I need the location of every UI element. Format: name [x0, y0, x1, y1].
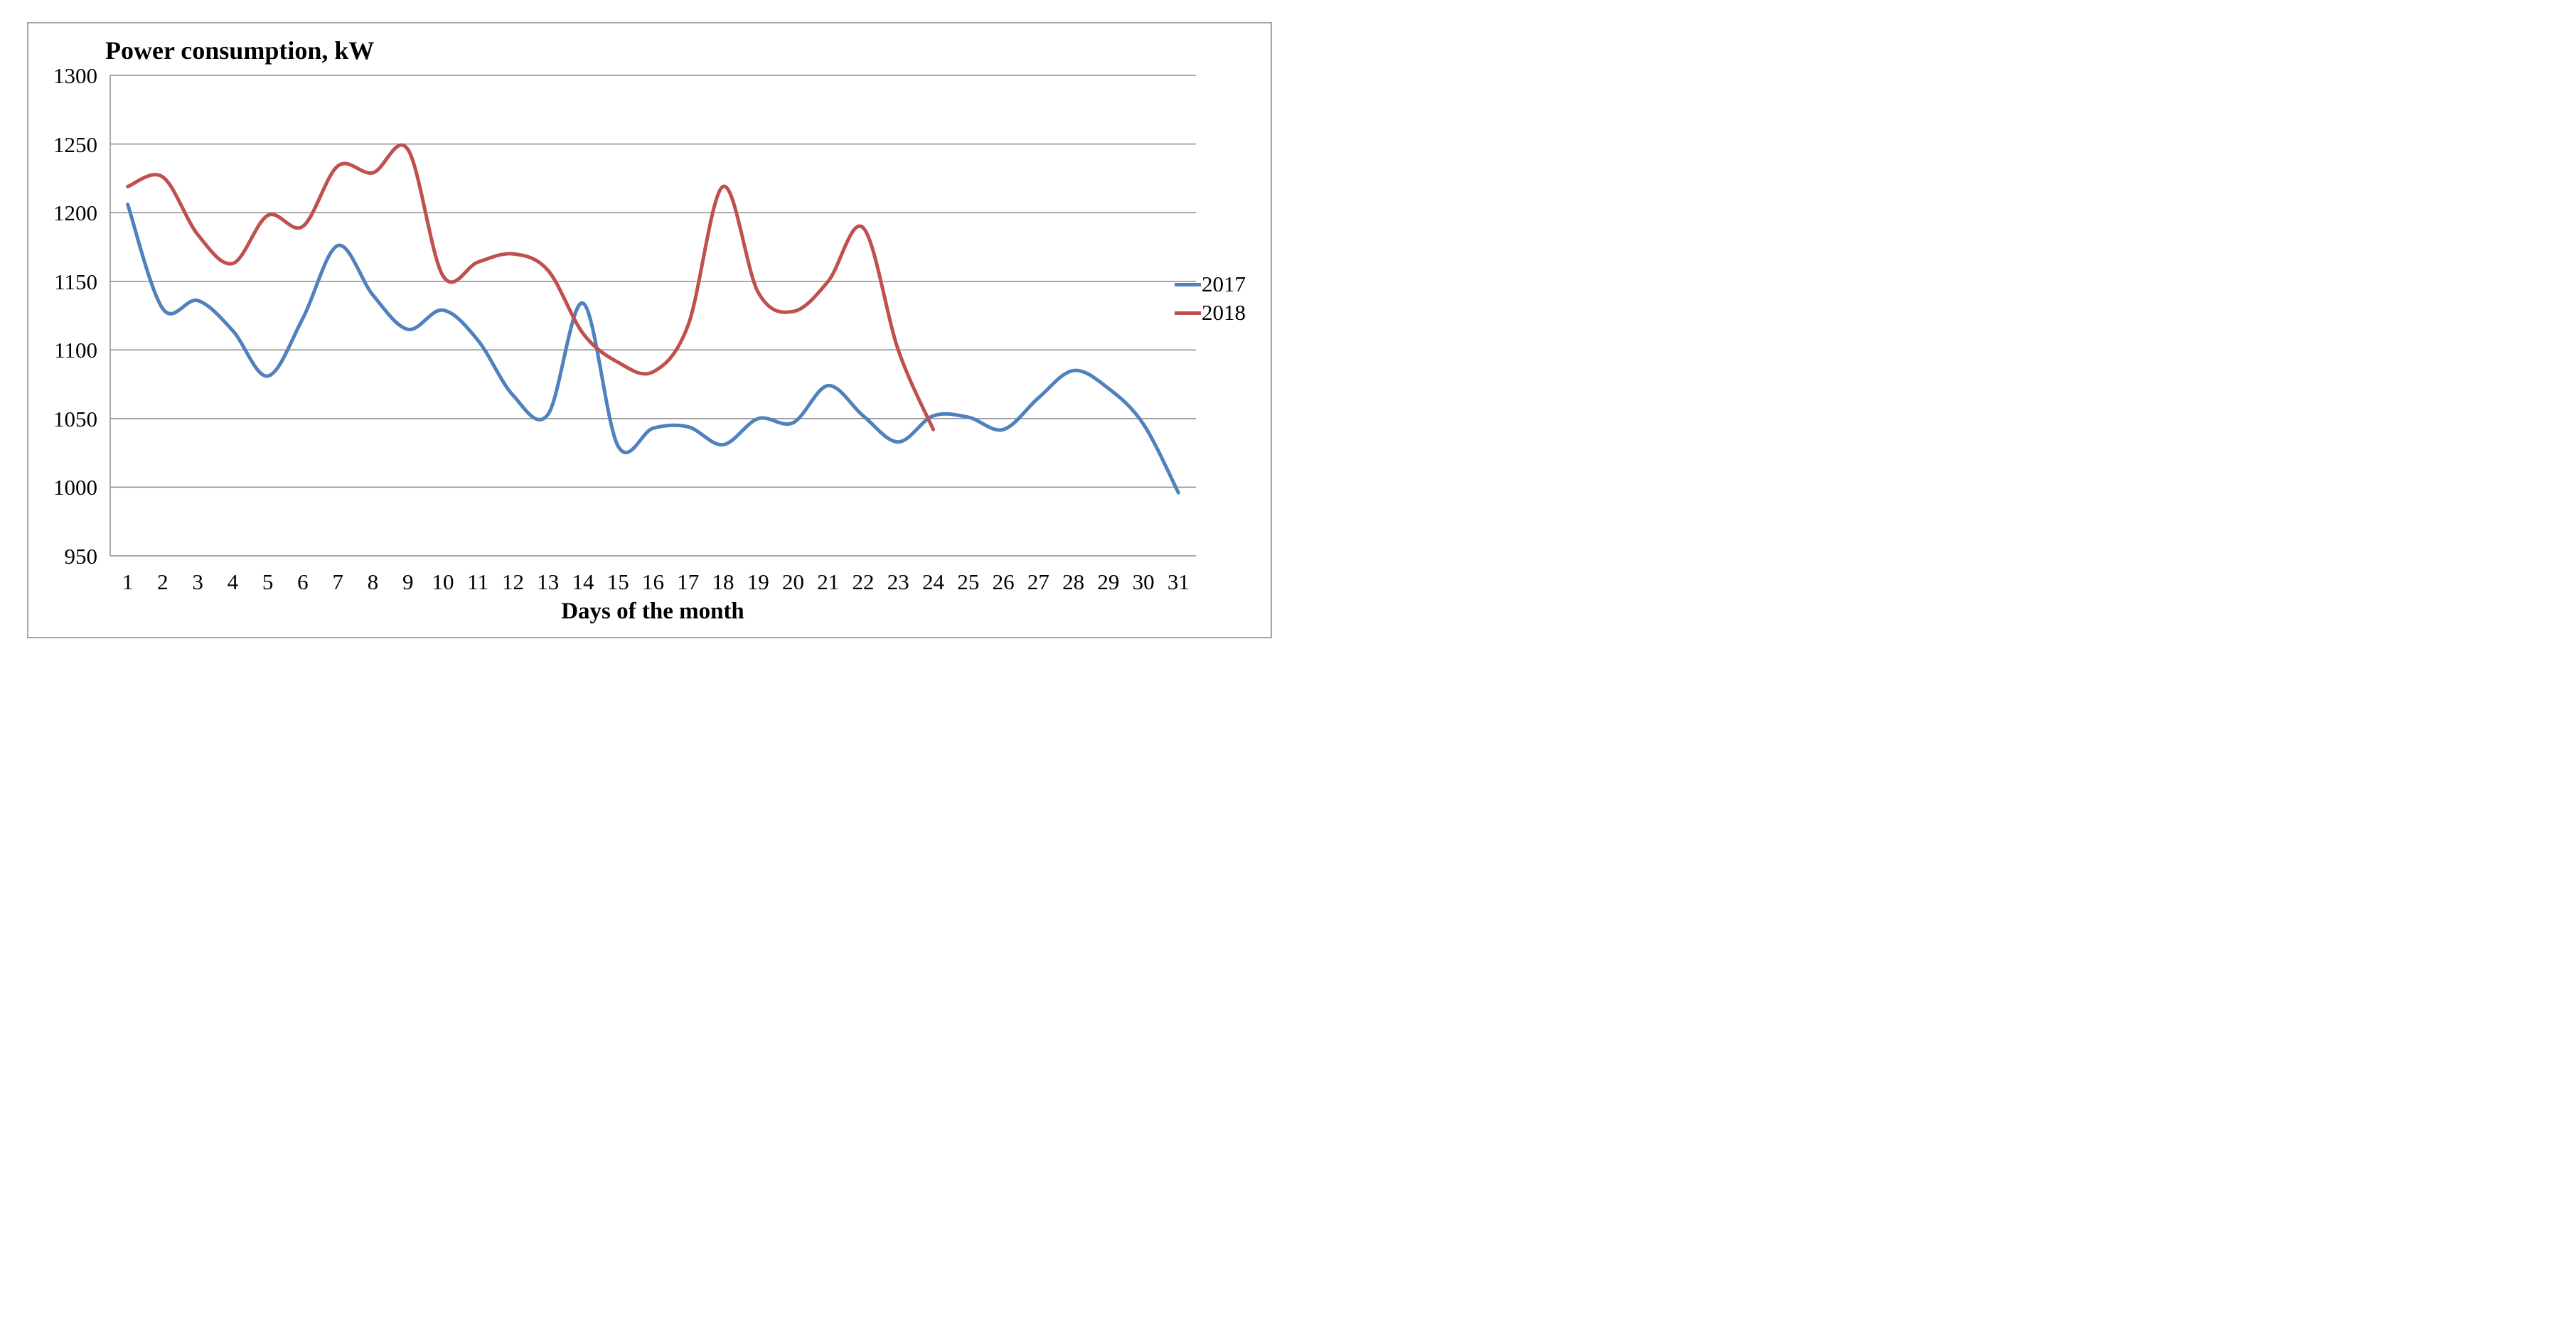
x-tick-label: 7: [332, 569, 343, 594]
x-tick-label: 28: [1062, 569, 1085, 594]
legend-item-2018: 2018: [1175, 299, 1246, 327]
x-tick-label: 26: [992, 569, 1015, 594]
x-tick-label: 22: [852, 569, 875, 594]
x-tick-label: 14: [572, 569, 594, 594]
x-tick-label: 29: [1097, 569, 1120, 594]
x-tick-label: 10: [432, 569, 454, 594]
x-tick-label: 9: [402, 569, 414, 594]
y-tick-label: 1050: [53, 406, 97, 431]
y-tick-label: 1150: [54, 269, 97, 294]
y-tick-label: 1250: [53, 132, 97, 157]
x-tick-label: 18: [712, 569, 734, 594]
series-line-2018: [126, 143, 936, 431]
legend-label-2018: 2018: [1202, 300, 1246, 325]
x-tick-label: 21: [817, 569, 840, 594]
series-line-2017: [126, 203, 1180, 495]
x-tick-label: 19: [747, 569, 769, 594]
x-tick-label: 4: [227, 569, 239, 594]
x-tick-label: 16: [642, 569, 664, 594]
x-tick-label: 31: [1167, 569, 1190, 594]
x-tick-label: 24: [922, 569, 945, 594]
x-tick-label: 13: [537, 569, 560, 594]
x-tick-label: 11: [467, 569, 489, 594]
x-tick-label: 17: [677, 569, 700, 594]
x-tick-label: 3: [192, 569, 203, 594]
y-tick-label: 1100: [54, 338, 97, 363]
y-tick-label: 1000: [53, 475, 97, 500]
chart-title: Power consumption, kW: [105, 36, 375, 65]
legend: 2017 2018: [1175, 270, 1246, 327]
y-tick-label: 1200: [53, 200, 97, 226]
x-tick-label: 23: [887, 569, 909, 594]
plot-area: [109, 75, 1196, 557]
x-tick-label: 25: [957, 569, 980, 594]
x-tick-label: 8: [367, 569, 379, 594]
y-tick-label: 1300: [53, 63, 97, 88]
x-tick-label: 12: [501, 569, 524, 594]
x-tick-label: 30: [1132, 569, 1155, 594]
y-tick-label: 950: [64, 544, 98, 569]
legend-label-2017: 2017: [1202, 272, 1246, 296]
chart-figure: Power consumption, kW Days of the month …: [0, 0, 1288, 660]
x-tick-label: 20: [782, 569, 805, 594]
x-tick-label: 1: [122, 569, 134, 594]
legend-item-2017: 2017: [1175, 270, 1246, 299]
legend-swatch-2018: [1175, 311, 1201, 315]
x-tick-label: 5: [262, 569, 274, 594]
x-axis-title: Days of the month: [561, 599, 744, 624]
x-tick-label: 6: [297, 569, 309, 594]
x-tick-label: 2: [157, 569, 169, 594]
x-tick-label: 15: [606, 569, 629, 594]
x-tick-label: 27: [1027, 569, 1049, 594]
legend-swatch-2017: [1175, 282, 1201, 286]
